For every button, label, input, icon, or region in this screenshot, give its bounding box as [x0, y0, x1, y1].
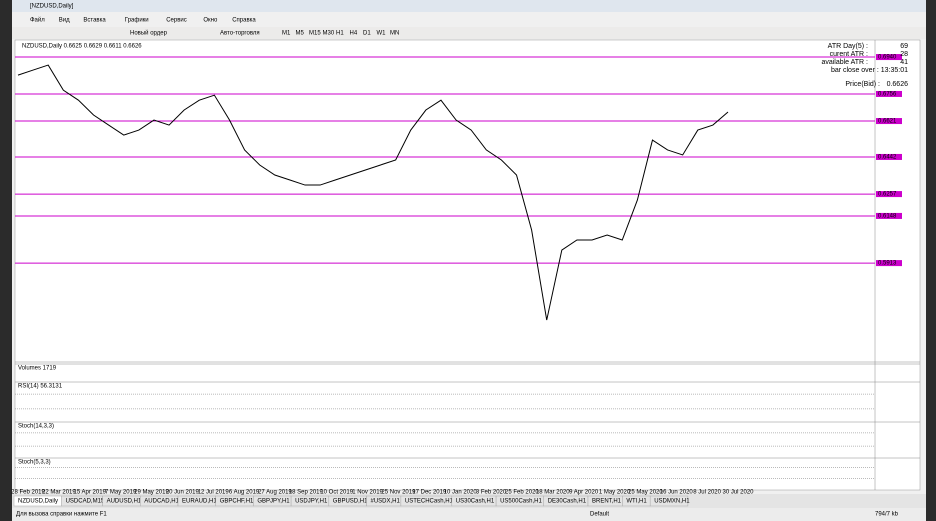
status-bar: [12, 508, 926, 521]
date-label: 16 Jun 2020: [660, 490, 694, 496]
tab-label: USDMXN,H1: [654, 499, 690, 505]
timeframe[interactable]: M15: [309, 31, 321, 37]
tab-label: GBPUSD,H1: [333, 499, 368, 505]
level-label: 0.6940: [878, 55, 897, 61]
level-tag: [876, 191, 902, 198]
date-label: 1 Nov 2019: [352, 490, 383, 496]
info-label: ATR Day(5) :: [828, 43, 868, 50]
timeframe[interactable]: H1: [336, 31, 344, 37]
price-line: [17, 64, 729, 321]
status-profile: Default: [590, 512, 609, 518]
status-traffic: 794/7 kb: [875, 512, 899, 518]
date-label: 8 Jul 2020: [693, 490, 721, 496]
menu-item[interactable]: Сервис: [166, 18, 187, 24]
date-label: 10 Jan 2020: [444, 490, 478, 496]
tab-label: GBPCHF,H1: [220, 499, 254, 505]
window-title: [NZDUSD,Daily]: [30, 4, 74, 10]
tab-label: US30Cash,H1: [456, 499, 495, 505]
tab-label: GBPJPY,H1: [257, 499, 290, 505]
level-label: 0.6148: [878, 214, 897, 220]
level-label: 0.6442: [878, 155, 897, 161]
info-value: 28: [900, 51, 908, 58]
timeframe[interactable]: MN: [390, 31, 399, 37]
date-label: 18 Mar 2020: [536, 490, 570, 496]
tab-label: AUDUSD,H1: [107, 499, 142, 505]
tab-label: USTECHCash,H1: [405, 499, 454, 505]
level-tag: [876, 153, 902, 160]
tab-label: WTI,H1: [626, 499, 647, 505]
chart-header: NZDUSD,Daily 0.6625 0.6629 0.6611 0.6626: [22, 44, 142, 50]
tab-label: USDJPY,H1: [295, 499, 328, 505]
tab-label: NZDUSD,Daily: [18, 499, 58, 505]
info-time: bar close over : 13:35:01: [831, 67, 908, 74]
date-label: 6 Aug 2019: [229, 490, 260, 496]
level-label: 0.6756: [878, 92, 897, 98]
level-tag: [876, 54, 902, 61]
menu-item[interactable]: Вид: [59, 18, 70, 24]
date-label: 7 May 2019: [105, 490, 137, 496]
status-help: Для вызова справки нажмите F1: [16, 512, 107, 518]
date-label: 9 Apr 2020: [569, 490, 599, 496]
timeframe[interactable]: M5: [296, 31, 305, 37]
level-tag: [876, 260, 902, 267]
info-label: curent ATR :: [830, 51, 868, 58]
timeframe[interactable]: H4: [350, 31, 358, 37]
date-label: 3 Feb 2020: [476, 490, 507, 496]
chart-area: [14, 39, 921, 491]
tab-label: BRENT,H1: [592, 499, 622, 505]
info-value: 69: [900, 43, 908, 50]
title-bar: [12, 0, 926, 12]
timeframe[interactable]: M1: [282, 31, 291, 37]
date-label: 15 Apr 2019: [74, 490, 107, 496]
date-label: 22 Mar 2019: [42, 490, 76, 496]
pane-label: Volumes 1719: [18, 366, 57, 372]
date-label: 12 Jul 2019: [198, 490, 230, 496]
tab-label: EURAUD,H1: [182, 499, 217, 505]
level-tag: [876, 212, 902, 219]
timeframe[interactable]: M30: [323, 31, 335, 37]
timeframe[interactable]: W1: [377, 31, 387, 37]
date-label: 25 Feb 2020: [505, 490, 539, 496]
level-label: 0.6257: [878, 192, 897, 198]
menu-item[interactable]: Файл: [30, 17, 45, 24]
level-label: 0.5913: [878, 261, 897, 267]
date-label: 1 May 2020: [599, 490, 631, 496]
date-label: 10 Oct 2019: [320, 490, 353, 496]
tab-label: AUDCAD,H1: [144, 499, 179, 505]
level-label: 0.6621: [878, 119, 897, 125]
date-label: 25 Nov 2019: [381, 490, 416, 496]
info-value: 41: [900, 59, 908, 66]
toolbar: [12, 27, 926, 39]
menu-item[interactable]: Окно: [203, 18, 218, 24]
date-label: 20 Jun 2019: [166, 490, 200, 496]
pane-label: Stoch(5,3,3): [18, 460, 51, 466]
tab[interactable]: [649, 495, 689, 507]
bid-value: 0.6626: [887, 81, 909, 88]
date-label: 29 May 2019: [134, 490, 169, 496]
date-label: 17 Dec 2019: [412, 490, 447, 496]
menu-item[interactable]: Вставка: [83, 18, 106, 24]
date-label: 27 Aug 2019: [258, 490, 292, 496]
date-label: 18 Sep 2019: [289, 490, 324, 496]
bid-label: Price(Bid) :: [845, 81, 880, 88]
tab-label: USDCAD,M15: [66, 499, 105, 505]
toolbar-button[interactable]: Новый ордер: [130, 30, 168, 37]
tab-label: US500Cash,H1: [500, 499, 542, 505]
pane-label: Stoch(14,3,3): [18, 424, 54, 430]
pane-label: RSI(14) 56.3131: [18, 384, 63, 390]
menu-item[interactable]: Графики: [125, 18, 149, 24]
timeframe[interactable]: D1: [363, 31, 371, 37]
level-tag: [876, 118, 902, 125]
tab-label: #USDX,H1: [371, 499, 401, 505]
toolbar-button[interactable]: Авто-торговля: [220, 31, 260, 37]
menu-item[interactable]: Справка: [232, 18, 256, 24]
info-label: available ATR :: [821, 59, 868, 66]
level-tag: [876, 90, 902, 97]
date-label: 25 May 2020: [628, 490, 663, 496]
date-label: 28 Feb 2019: [11, 490, 45, 496]
date-label: 30 Jul 2020: [722, 490, 754, 496]
tab-label: DE30Cash,H1: [548, 499, 587, 505]
